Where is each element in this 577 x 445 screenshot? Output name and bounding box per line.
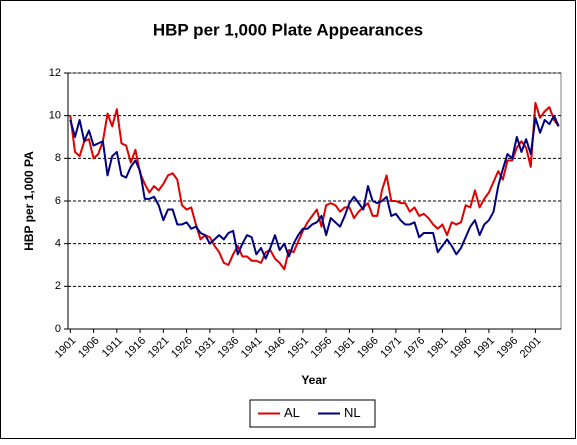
legend-label: AL — [284, 405, 300, 420]
y-tick-label: 10 — [49, 110, 61, 122]
legend-label: NL — [344, 405, 361, 420]
y-tick-label: 4 — [55, 238, 61, 250]
x-axis-title: Year — [301, 373, 327, 387]
y-tick-label: 0 — [55, 323, 61, 335]
data-line — [69, 101, 560, 271]
y-tick-label: 2 — [55, 280, 61, 292]
y-tick-label: 12 — [49, 67, 61, 79]
data-line — [69, 114, 560, 260]
y-axis-title: HBP per 1,000 PA — [22, 151, 36, 251]
y-tick-label: 6 — [55, 195, 61, 207]
y-tick-label: 8 — [55, 152, 61, 164]
chart-title: HBP per 1,000 Plate Appearances — [153, 20, 423, 39]
